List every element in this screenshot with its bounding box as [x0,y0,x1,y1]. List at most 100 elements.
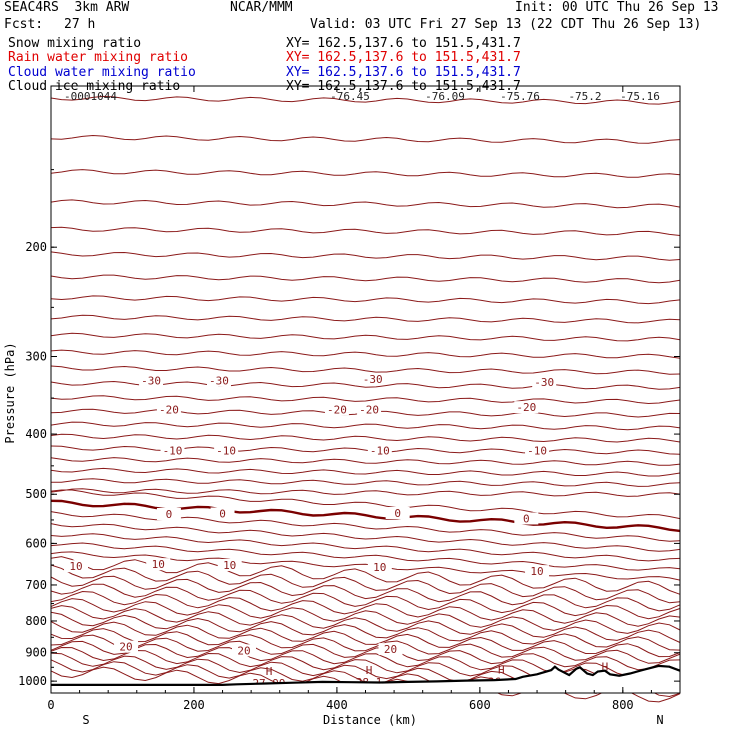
maximum-marker: H [366,664,373,677]
isotherm-line [50,467,681,477]
isotherm-line [50,274,681,284]
isotherm-line [50,445,681,455]
valid-time: Valid: 03 UTC Fri 27 Sep 13 (22 CDT Thu … [310,17,702,32]
isotherm-line [50,499,681,533]
isotherm-line [50,169,681,178]
field-rain-xy: XY= 162.5,137.6 to 151.5,431.7 [286,50,521,65]
center-title: NCAR/MMM [230,0,293,15]
isotherm-line [50,433,681,443]
isotherm-line [50,628,681,664]
init-time: Init: 00 UTC Thu 26 Sep 13 [515,0,719,15]
isotherm-line [50,611,681,651]
contour-label-bg [206,374,231,387]
isotherm-line [50,590,681,627]
contour-label: -20 [516,401,536,414]
contour-label: -30 [534,376,554,389]
top-value-label: -75.16 [620,90,660,103]
south-label: S [82,713,89,727]
isotherm-line [50,251,681,261]
contour-label-bg [210,507,235,520]
isotherm-line [50,523,681,552]
top-value-label: -76.09 [425,90,465,103]
contour-label-bg [217,558,242,571]
contour-label: -20 [327,403,347,416]
isotherm-line [50,640,681,677]
isotherm-line [50,478,681,487]
y-tick-label: 900 [25,646,47,660]
x-tick-label: 800 [612,698,634,712]
contour-label-bg [367,444,392,457]
contour-label-bg [324,403,349,416]
isotherm-line [50,583,681,620]
contour-label-bg [114,640,139,653]
contour-label: -30 [209,375,229,388]
contour-label: -20 [359,403,379,416]
isotherm-line [50,295,681,305]
contour-label-bg [156,507,181,520]
y-tick-label: 600 [25,536,47,550]
contour-label-bg [139,374,164,387]
contour-label: 10 [69,560,82,573]
contour-label: -30 [141,375,161,388]
contour-label: 0 [394,507,401,520]
maximum-marker: H [498,664,505,677]
x-tick-label: 200 [183,698,205,712]
isotherm-line [50,457,681,466]
contour-label: 20 [119,641,132,654]
contour-label: 20 [384,643,397,656]
field-snow-xy: XY= 162.5,137.6 to 151.5,431.7 [286,36,521,51]
y-tick-label: 500 [25,487,47,501]
top-value-label: -75.76 [500,90,540,103]
north-label: N [656,713,663,727]
contour-label-bg [214,444,239,457]
isotherm-line [50,634,681,671]
contour-label: -30 [363,373,383,386]
contour-label: -10 [527,444,547,457]
isotherm-line [50,199,681,209]
isotherm-line [50,598,681,634]
contour-label-bg [146,558,171,571]
x-tick-label: 400 [326,698,348,712]
isotherm-line [50,226,681,236]
y-axis-title: Pressure (hPa) [3,342,17,443]
forecast-hours: 27 h [64,17,96,32]
isotherm-line [50,421,681,431]
x-axis-title: Distance (km) [323,713,417,727]
isotherm-line [50,489,681,520]
y-tick-label: 800 [25,614,47,628]
top-value-label: -75.2 [568,90,601,103]
isotherm-line [50,365,681,375]
isotherm-line [50,95,681,105]
isotherm-line [50,542,681,571]
contour-label-bg [64,560,89,573]
contour-label: -10 [163,444,183,457]
x-tick-label: 0 [47,698,54,712]
top-value-label: -76.45 [330,90,370,103]
contour-label-bg [367,561,392,574]
isotherm-line [50,605,681,643]
y-tick-label: 700 [25,578,47,592]
contour-label-bg [532,376,557,389]
terrain-outline [51,664,681,686]
contour-label-bg [156,403,181,416]
field-rain-name: Rain water mixing ratio [8,50,189,65]
isotherm-line [50,314,681,324]
isotherm-line [50,349,681,359]
isotherm-line [50,395,681,405]
contour-label-bg [525,565,550,578]
terrain-layer [51,664,681,693]
maximum-marker: H [266,665,273,678]
contour-label-bg [514,401,539,414]
isotherm-contours [50,95,681,703]
isotherm-line [50,556,681,595]
contour-label: 10 [152,558,165,571]
model-title: SEAC4RS 3km ARW [4,0,130,15]
contour-label-bg [160,444,185,457]
isotherm-line [50,332,681,342]
contour-label-bg [514,512,539,525]
top-left-value: -0001044 [64,90,117,103]
isotherm-line [50,564,681,604]
x-tick-label: 600 [469,698,491,712]
